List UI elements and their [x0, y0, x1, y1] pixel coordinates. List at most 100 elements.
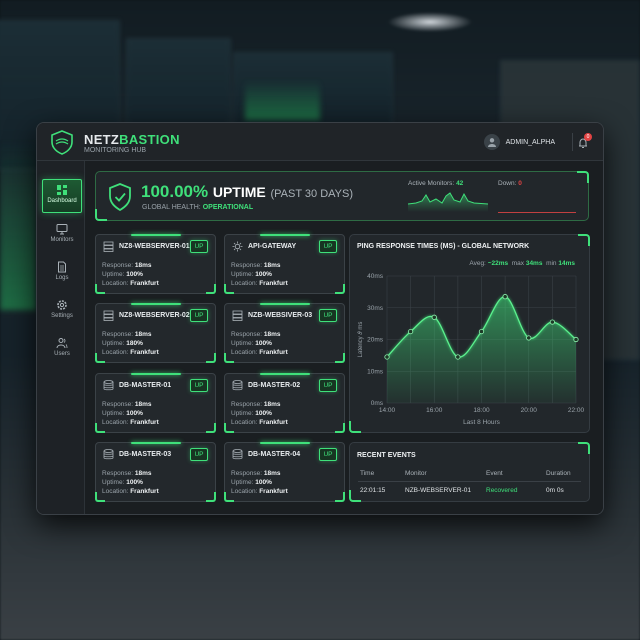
monitor-response: Response: 18ms	[231, 470, 281, 477]
monitor-card[interactable]: NZ8-WEBSERVER-01 UP Response: 18ms Uptim…	[95, 234, 216, 294]
monitor-name: NZB-WEBSIVER-03	[248, 312, 313, 319]
x-tick-label: 20:00	[521, 407, 538, 414]
sidebar: Dashboard Monitors Logs Settings Users	[37, 161, 85, 514]
y-tick-label: 30ms	[367, 305, 384, 312]
dashboard-window: NETZBASTION MONITORING HUB ADMIN_ALPHA 0…	[36, 122, 604, 515]
sidebar-item-monitors[interactable]: Monitors	[42, 219, 82, 253]
down-sparkline	[498, 212, 576, 213]
card-accent	[260, 442, 310, 444]
monitor-card[interactable]: DB-MASTER-04 UP Response: 18ms Uptime: 1…	[224, 442, 345, 502]
user-icon	[487, 138, 496, 147]
chart-stats: Aveg: ~22ms max 34ms min 14ms	[469, 260, 575, 267]
x-tick-label: 18:00	[473, 407, 490, 414]
x-tick-label: 22:00	[568, 407, 585, 414]
monitor-card[interactable]: NZB-WEBSIVER-03 UP Response: 18ms Uptime…	[224, 303, 345, 363]
sidebar-item-settings[interactable]: Settings	[42, 295, 82, 329]
data-point	[431, 314, 437, 320]
status-badge: UP	[319, 379, 337, 392]
monitor-uptime: Uptime: 100%	[231, 340, 272, 347]
brand-name: NETZBASTION	[84, 132, 180, 147]
y-tick-label: 0ms	[371, 400, 384, 407]
status-badge: UP	[319, 240, 337, 253]
event-duration: 0m 0s	[546, 487, 564, 494]
monitor-uptime: Uptime: 100%	[102, 271, 143, 278]
monitor-location: Location: Frankfurt	[231, 280, 288, 287]
data-point	[526, 335, 532, 341]
global-health: GLOBAL HEALTH: OPERATIONAL	[142, 204, 254, 211]
monitor-response: Response: 18ms	[102, 262, 152, 269]
user-menu[interactable]: ADMIN_ALPHA	[483, 134, 555, 150]
table-row[interactable]: 22:01:15 NZB-WEBSERVER-01 Recovered 0m 0…	[360, 487, 564, 494]
x-tick-label: 14:00	[379, 407, 396, 414]
data-point	[502, 294, 508, 300]
uptime-value: 100.00% UPTIME (PAST 30 DAYS)	[141, 182, 354, 201]
sidebar-item-label: Logs	[55, 275, 69, 281]
status-badge: UP	[190, 240, 208, 253]
series-area	[387, 296, 576, 403]
chart-title: PING RESPONSE TIMES (MS) - GLOBAL NETWOR…	[357, 243, 530, 250]
monitor-card[interactable]: DB-MASTER-03 UP Response: 18ms Uptime: 1…	[95, 442, 216, 502]
card-accent	[260, 303, 310, 305]
main-content: 100.00% UPTIME (PAST 30 DAYS) GLOBAL HEA…	[85, 161, 603, 514]
y-tick-label: 10ms	[367, 368, 384, 375]
monitor-card[interactable]: DB-MASTER-01 UP Response: 18ms Uptime: 1…	[95, 373, 216, 433]
active-monitors-sparkline	[408, 192, 488, 212]
sidebar-item-logs[interactable]: Logs	[42, 257, 82, 291]
monitor-card[interactable]: API-GATEWAY UP Response: 18ms Uptime: 10…	[224, 234, 345, 294]
monitor-response: Response: 18ms	[102, 331, 152, 338]
monitor-location: Location: Frankfurt	[231, 349, 288, 356]
document-icon	[58, 261, 66, 273]
bell-icon[interactable]	[577, 137, 589, 149]
monitor-uptime: Uptime: 100%	[231, 479, 272, 486]
card-accent	[131, 442, 181, 444]
monitor-uptime: Uptime: 100%	[231, 271, 272, 278]
monitor-response: Response: 18ms	[102, 470, 152, 477]
gateway-icon	[232, 241, 243, 252]
sidebar-item-users[interactable]: Users	[42, 333, 82, 367]
server-icon	[103, 310, 114, 321]
event-monitor: NZB-WEBSERVER-01	[405, 487, 471, 494]
column-header-event: Event	[486, 470, 503, 477]
card-accent	[260, 373, 310, 375]
events-header-row: Time Monitor Event Duration	[360, 470, 571, 477]
ping-chart: 0ms 10ms 20ms 30ms 40ms 14:00 16:00 18:00 20:00 2…	[357, 273, 585, 426]
monitor-card[interactable]: NZ8-WEBSERVER-02 UP Response: 18ms Uptim…	[95, 303, 216, 363]
status-badge: UP	[319, 309, 337, 322]
sidebar-item-label: Settings	[51, 313, 73, 319]
database-icon	[232, 449, 243, 460]
background-glow	[245, 80, 320, 120]
sidebar-item-dashboard[interactable]: Dashboard	[42, 179, 82, 213]
monitor-response: Response: 18ms	[102, 401, 152, 408]
monitor-card[interactable]: DB-MASTER-02 UP Response: 18ms Uptime: 1…	[224, 373, 345, 433]
monitor-name: DB-MASTER-01	[119, 382, 172, 389]
column-header-monitor: Monitor	[405, 470, 427, 477]
monitor-uptime: Uptime: 100%	[102, 410, 143, 417]
card-accent	[131, 303, 181, 305]
status-badge: UP	[190, 448, 208, 461]
gear-icon	[57, 300, 67, 310]
sidebar-item-label: Users	[54, 351, 70, 357]
shield-logo-icon	[51, 130, 73, 155]
avatar	[483, 134, 500, 150]
monitor-response: Response: 18ms	[231, 262, 281, 269]
y-tick-label: 20ms	[367, 337, 384, 344]
y-tick-label: 40ms	[367, 273, 384, 280]
notification-badge: 0	[584, 133, 592, 141]
server-icon	[232, 310, 243, 321]
column-header-time: Time	[360, 470, 375, 477]
status-badge: UP	[319, 448, 337, 461]
background-screen	[233, 52, 393, 132]
data-point	[478, 328, 485, 335]
monitor-uptime: Uptime: 180%	[102, 340, 143, 347]
column-header-duration: Duration	[546, 470, 571, 477]
database-icon	[103, 449, 114, 460]
monitor-location: Location: Frankfurt	[231, 488, 288, 495]
card-accent	[131, 234, 181, 236]
active-monitors: Active Monitors: 42	[408, 180, 464, 187]
card-accent	[260, 234, 310, 236]
ping-chart-panel: PING RESPONSE TIMES (MS) - GLOBAL NETWOR…	[349, 234, 590, 433]
database-icon	[232, 380, 243, 391]
monitor-icon	[56, 224, 68, 235]
x-tick-label: 16:00	[426, 407, 443, 414]
y-axis-label: Latency 𝜗 ms	[357, 322, 364, 358]
